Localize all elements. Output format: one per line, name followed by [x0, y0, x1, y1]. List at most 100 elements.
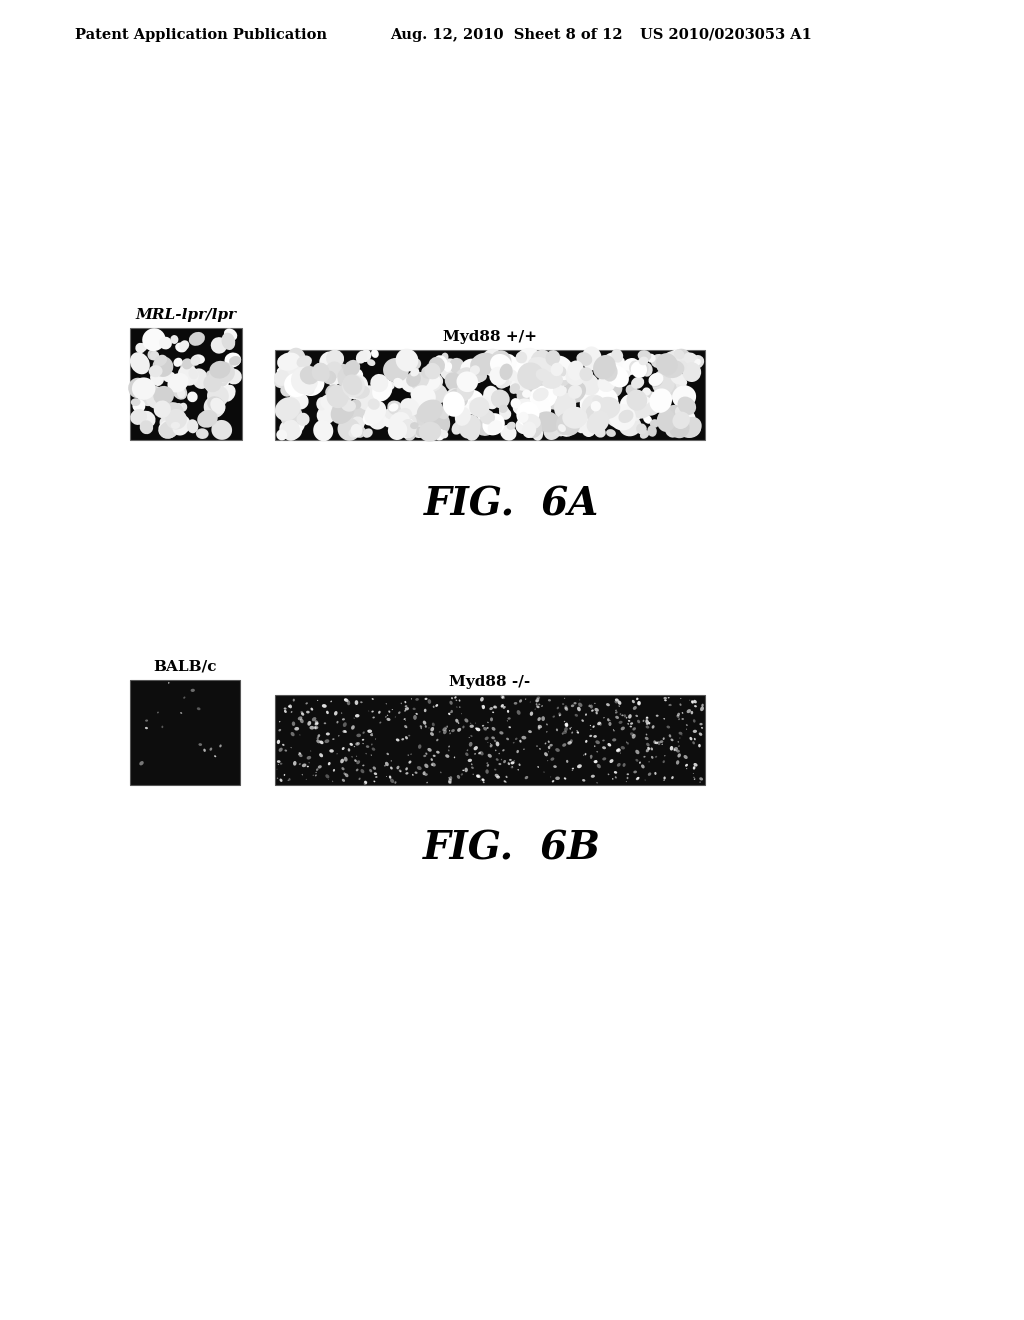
Ellipse shape — [686, 725, 688, 726]
Ellipse shape — [288, 705, 290, 708]
Ellipse shape — [603, 376, 623, 397]
Ellipse shape — [365, 780, 367, 784]
Ellipse shape — [278, 356, 287, 364]
Ellipse shape — [158, 711, 159, 713]
Ellipse shape — [190, 689, 195, 692]
Ellipse shape — [344, 698, 348, 702]
Ellipse shape — [606, 429, 615, 437]
Ellipse shape — [689, 737, 692, 741]
Ellipse shape — [191, 368, 209, 389]
Ellipse shape — [299, 763, 301, 766]
Ellipse shape — [204, 374, 221, 392]
Ellipse shape — [602, 397, 613, 411]
Ellipse shape — [653, 741, 656, 744]
Ellipse shape — [679, 738, 680, 739]
Ellipse shape — [626, 742, 628, 743]
Ellipse shape — [564, 727, 567, 731]
Ellipse shape — [693, 763, 697, 767]
Ellipse shape — [666, 422, 680, 438]
Ellipse shape — [449, 777, 450, 779]
Ellipse shape — [311, 363, 330, 381]
Ellipse shape — [354, 759, 356, 762]
Ellipse shape — [350, 416, 365, 430]
Ellipse shape — [337, 367, 357, 389]
Ellipse shape — [379, 722, 381, 723]
Ellipse shape — [324, 371, 333, 381]
Ellipse shape — [607, 774, 609, 775]
Ellipse shape — [623, 404, 642, 421]
Ellipse shape — [443, 392, 465, 411]
Ellipse shape — [460, 706, 461, 708]
Ellipse shape — [291, 385, 303, 399]
Ellipse shape — [204, 396, 225, 418]
Ellipse shape — [555, 776, 560, 780]
Ellipse shape — [444, 372, 464, 392]
Ellipse shape — [139, 420, 154, 434]
Ellipse shape — [643, 414, 652, 424]
Ellipse shape — [646, 723, 648, 725]
Ellipse shape — [370, 734, 373, 737]
Ellipse shape — [627, 742, 629, 744]
Ellipse shape — [568, 408, 580, 418]
Ellipse shape — [343, 388, 351, 396]
Ellipse shape — [516, 401, 540, 426]
Ellipse shape — [693, 719, 695, 722]
Ellipse shape — [474, 370, 486, 381]
Ellipse shape — [279, 729, 282, 731]
Ellipse shape — [655, 742, 658, 744]
Ellipse shape — [326, 775, 330, 779]
Ellipse shape — [662, 379, 677, 395]
Ellipse shape — [340, 759, 344, 763]
Ellipse shape — [614, 776, 616, 779]
Ellipse shape — [481, 779, 484, 781]
Text: BALB/c: BALB/c — [154, 660, 217, 675]
Ellipse shape — [597, 722, 601, 725]
Ellipse shape — [523, 748, 524, 750]
Ellipse shape — [536, 700, 539, 702]
Ellipse shape — [678, 718, 680, 721]
Ellipse shape — [478, 752, 481, 754]
Ellipse shape — [627, 776, 629, 779]
Ellipse shape — [567, 741, 571, 744]
Ellipse shape — [383, 358, 409, 383]
Ellipse shape — [190, 355, 201, 366]
Ellipse shape — [462, 770, 464, 771]
Ellipse shape — [627, 774, 629, 775]
Ellipse shape — [180, 358, 195, 376]
Ellipse shape — [398, 711, 400, 714]
Ellipse shape — [404, 710, 407, 711]
Ellipse shape — [354, 700, 358, 705]
Ellipse shape — [172, 383, 187, 400]
Ellipse shape — [496, 742, 500, 746]
Ellipse shape — [292, 722, 295, 726]
Ellipse shape — [640, 430, 649, 438]
Ellipse shape — [400, 702, 401, 704]
Ellipse shape — [552, 421, 567, 437]
Ellipse shape — [160, 424, 171, 436]
Ellipse shape — [616, 748, 620, 751]
Ellipse shape — [139, 762, 143, 766]
Ellipse shape — [556, 729, 558, 731]
Ellipse shape — [464, 718, 468, 722]
Ellipse shape — [319, 741, 324, 744]
Ellipse shape — [524, 776, 528, 779]
Ellipse shape — [564, 705, 567, 710]
Ellipse shape — [386, 752, 389, 755]
Ellipse shape — [345, 375, 368, 399]
Ellipse shape — [310, 708, 313, 710]
Ellipse shape — [692, 742, 695, 744]
Ellipse shape — [594, 407, 606, 420]
Ellipse shape — [542, 372, 563, 389]
Ellipse shape — [500, 363, 513, 380]
Bar — [275, 350, 705, 440]
Ellipse shape — [650, 375, 663, 387]
Ellipse shape — [669, 704, 670, 706]
Ellipse shape — [281, 384, 293, 397]
Ellipse shape — [350, 424, 362, 437]
Ellipse shape — [484, 737, 488, 741]
Ellipse shape — [664, 776, 666, 780]
Ellipse shape — [457, 371, 478, 392]
Ellipse shape — [489, 744, 493, 747]
Ellipse shape — [342, 747, 345, 750]
Ellipse shape — [341, 400, 356, 412]
